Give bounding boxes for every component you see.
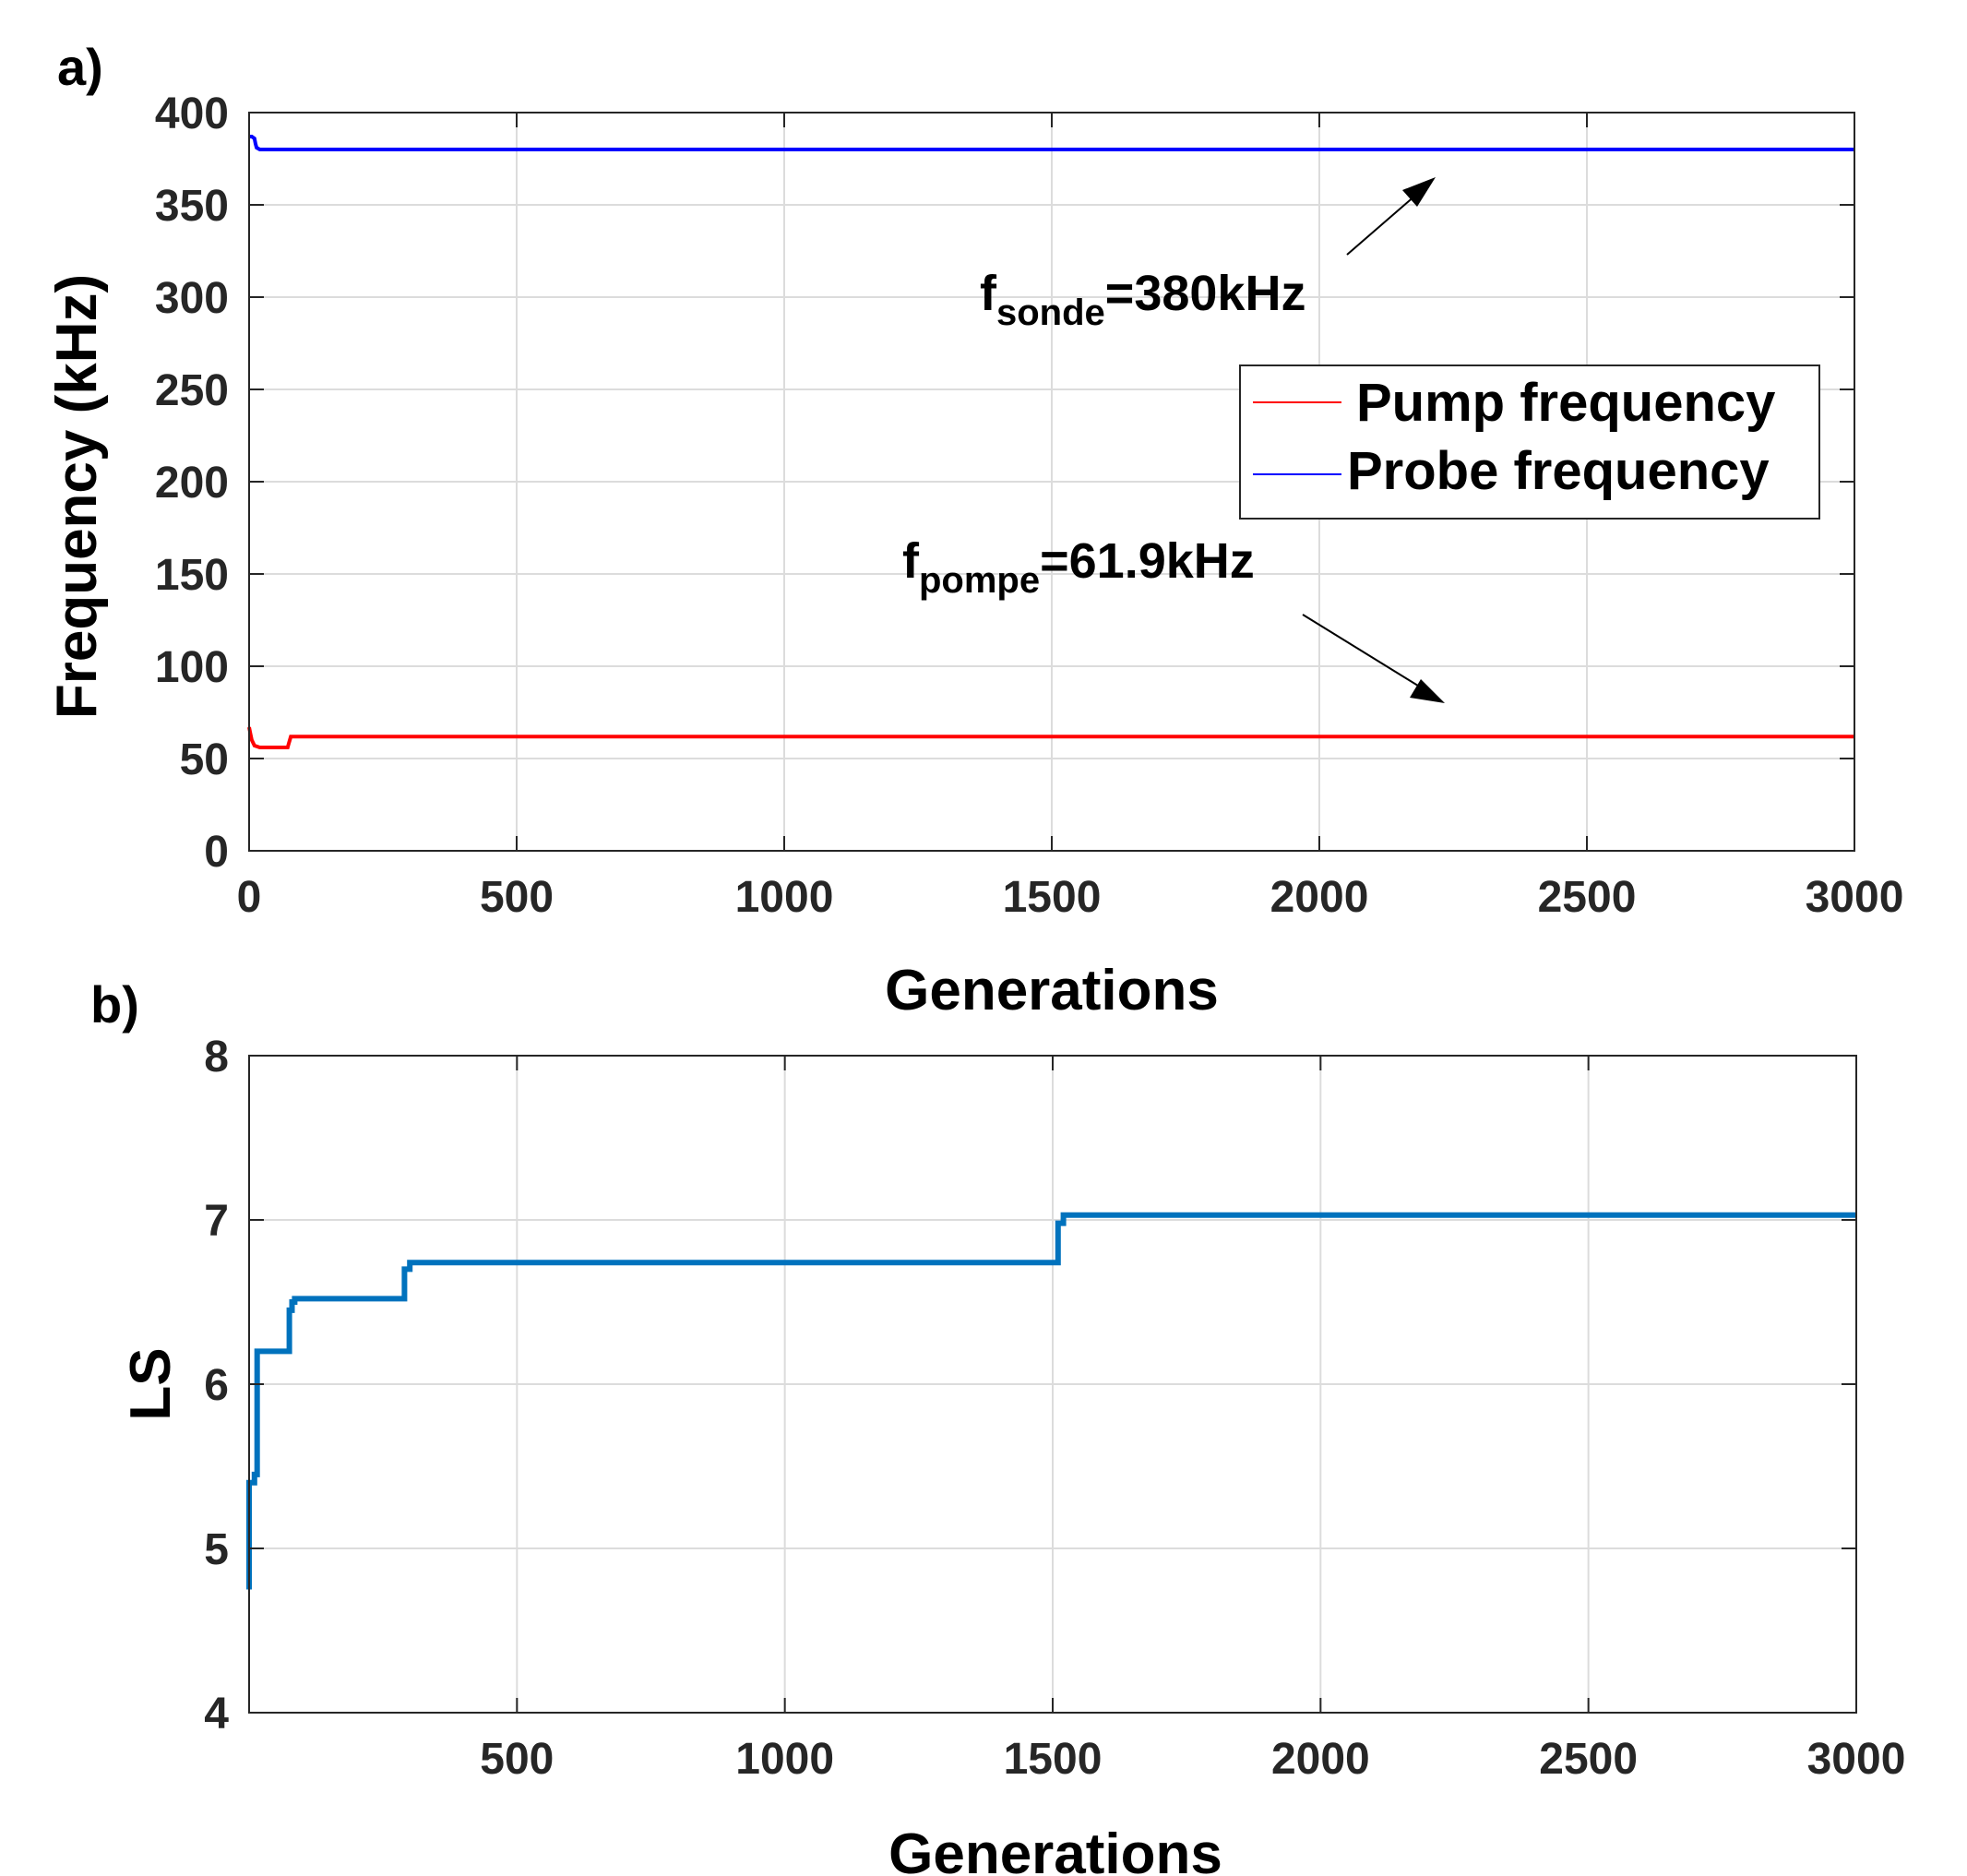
- x-tick-label: 3000: [1807, 1735, 1906, 1784]
- x-tick-label: 500: [480, 873, 554, 922]
- panel-b-x-tick-labels: 500 1000 1500 2000 2500 3000: [480, 1735, 1905, 1784]
- legend-box: [1239, 364, 1820, 520]
- x-tick-label: 3000: [1806, 873, 1904, 922]
- series-line-0: [246, 1212, 1856, 1590]
- x-tick-label: 2500: [1539, 1735, 1638, 1784]
- annotation-pompe: fpompe=61.9kHz: [902, 533, 1255, 601]
- y-tick-label: 50: [180, 735, 229, 784]
- panel-b-label: b): [90, 975, 139, 1034]
- x-tick-label: 2000: [1270, 873, 1369, 922]
- y-tick-label: 350: [155, 182, 229, 231]
- series-line-1: [249, 135, 1854, 151]
- panel-b-series: [246, 1212, 1856, 1590]
- x-tick-label: 1500: [1003, 873, 1102, 922]
- y-tick-label: 300: [155, 274, 229, 323]
- panel-b-ticks: [248, 1055, 1857, 1714]
- y-tick-label: 400: [155, 90, 229, 138]
- y-tick-label: 7: [204, 1197, 229, 1246]
- annotation-sonde-value: =380kHz: [1105, 266, 1306, 321]
- panel-b-x-axis-label: Generations: [888, 1822, 1222, 1876]
- annotation-pompe-arrow: [1302, 614, 1445, 703]
- x-tick-label: 500: [480, 1735, 554, 1784]
- y-tick-label: 5: [204, 1525, 229, 1574]
- panel-b-grid: [249, 1056, 1856, 1713]
- panel-b: b) 500 1000 1500 2000 2500 3000 4 5 6 7 8 Generat…: [90, 975, 1905, 1876]
- y-tick-label: 150: [155, 551, 229, 600]
- panel-a-x-axis-label: Generations: [885, 959, 1219, 1022]
- y-tick-label: 8: [204, 1033, 229, 1081]
- annotation-pompe-subscript: pompe: [919, 560, 1040, 601]
- panel-a-y-axis-label: Frequency (kHz): [45, 274, 109, 719]
- x-tick-label: 1000: [735, 873, 834, 922]
- annotation-sonde-f: f: [980, 266, 997, 321]
- x-tick-label: 1500: [1004, 1735, 1103, 1784]
- series-line-0: [247, 726, 1854, 749]
- x-tick-label: 0: [237, 873, 262, 922]
- annotation-pompe-value: =61.9kHz: [1040, 533, 1255, 589]
- y-tick-label: 0: [204, 828, 229, 877]
- panel-b-y-tick-labels: 4 5 6 7 8: [204, 1033, 229, 1739]
- panel-a-x-tick-labels: 0 500 1000 1500 2000 2500 3000: [237, 873, 1904, 922]
- y-tick-label: 6: [204, 1361, 229, 1410]
- x-tick-label: 2000: [1271, 1735, 1370, 1784]
- panel-a-label: a): [57, 38, 103, 96]
- panel-a-ticks: [248, 112, 1855, 852]
- panel-a-series: [247, 135, 1854, 749]
- annotation-sonde: fsonde=380kHz: [980, 266, 1305, 333]
- x-tick-label: 2500: [1538, 873, 1637, 922]
- y-tick-label: 4: [204, 1690, 229, 1739]
- panel-a: a) 0 500 1000 1500 2000 2500 3000 0 50 100 150 200…: [45, 38, 1903, 1022]
- annotation-sonde-subscript: sonde: [996, 293, 1105, 333]
- annotation-pompe-f: f: [902, 533, 920, 589]
- panel-a-y-tick-labels: 0 50 100 150 200 250 300 350 400: [155, 90, 229, 877]
- y-tick-label: 200: [155, 459, 229, 508]
- y-tick-label: 250: [155, 366, 229, 415]
- x-tick-label: 1000: [735, 1735, 834, 1784]
- legend-entry-probe: Probe frequency: [1347, 441, 1770, 501]
- annotation-sonde-arrow: [1346, 177, 1436, 256]
- legend: Pump frequency Probe frequency: [1239, 364, 1820, 520]
- panel-b-y-axis-label: LS: [119, 1347, 183, 1420]
- legend-entry-pump: Pump frequency: [1356, 373, 1775, 433]
- y-tick-label: 100: [155, 643, 229, 692]
